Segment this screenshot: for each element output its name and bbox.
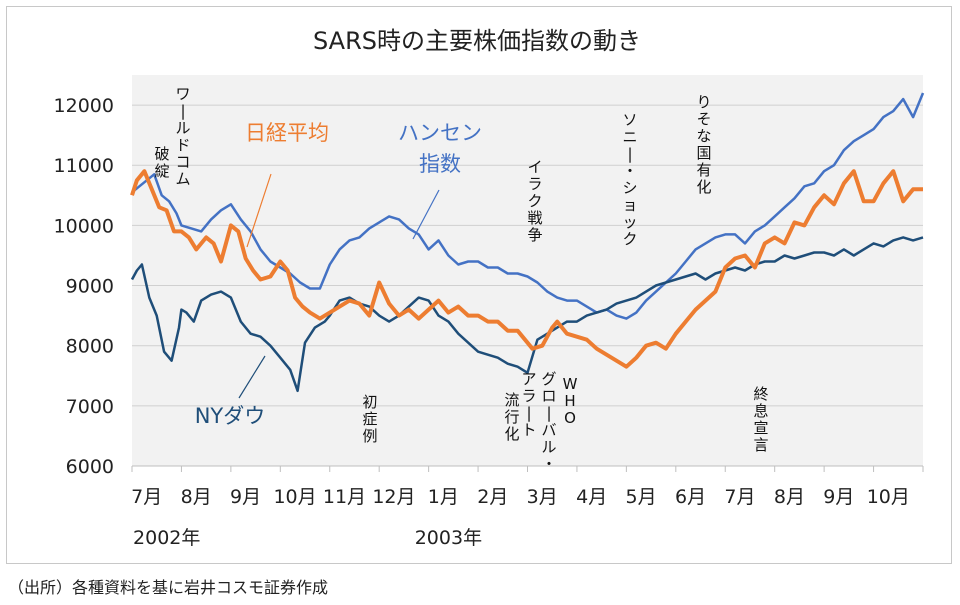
x-tick-label: 8月: [181, 486, 212, 508]
svg-text:りそな国有化: りそな国有化: [696, 93, 711, 196]
y-tick-label: 10000: [54, 215, 114, 237]
svg-text:流行化: 流行化: [504, 391, 519, 443]
x-tick-label: 9月: [823, 486, 854, 508]
plot-area: [132, 75, 923, 466]
series-line-nikkei: [130, 169, 923, 369]
svg-text:アラ|ト: アラ|ト: [521, 370, 536, 439]
y-tick-label: 7000: [66, 396, 114, 418]
annotation-end-declaration: 終息宣言: [753, 385, 768, 454]
nikkei-leader-line: [246, 173, 272, 248]
series-line-hangseng: [131, 92, 925, 320]
annotation-sony-shock: ソニ|・ショック: [622, 111, 637, 248]
hangseng-leader-line: [412, 189, 440, 240]
annotation-worldcom-2: 破綻: [154, 145, 169, 180]
y-tick-label: 8000: [66, 336, 114, 358]
annotation-iraq-war: イラク戦争: [527, 158, 542, 244]
year-label-2002: 2002年: [133, 527, 200, 549]
x-tick-label: 4月: [576, 486, 607, 508]
nydow-leader-line: [238, 355, 266, 399]
x-tick-label: 9月: [230, 486, 261, 508]
x-tick-label: 10月: [867, 486, 910, 508]
leader-lines: [238, 173, 440, 399]
y-tick-label: 6000: [66, 456, 114, 478]
annotation-alert: アラ|ト: [521, 370, 536, 439]
series-line-nydow: [130, 236, 924, 393]
chart-frame: 6000 7000 8000 9000 10000 11000 12000 7月 8月 9月 10…: [6, 6, 952, 564]
x-tick-label: 1月: [428, 486, 459, 508]
year-label-2003: 2003年: [415, 527, 482, 549]
svg-text:イラク戦争: イラク戦争: [527, 158, 542, 244]
x-tick-label: 5月: [626, 486, 657, 508]
y-tick-label: 12000: [54, 95, 114, 117]
x-tick-label: 2月: [477, 486, 508, 508]
svg-text:終息宣言: 終息宣言: [753, 385, 768, 454]
x-tick-label: 8月: [774, 486, 805, 508]
x-axis-ticks: 7月 8月 9月 10月 11月 12月 1月 2月 3月 4月 5月 6月 7月 8月 9月 10月 2002…: [131, 466, 924, 549]
svg-text:グロ|バル・: グロ|バル・: [541, 370, 556, 473]
annotation-first-case: 初症例: [362, 393, 377, 445]
svg-text:ワ|ルドコム: ワ|ルドコム: [175, 85, 190, 188]
x-tick-label: 11月: [323, 486, 366, 508]
annotation-resona: りそな国有化: [696, 93, 711, 196]
nikkei-label: 日経平均: [245, 121, 329, 145]
x-tick-label: 3月: [527, 486, 558, 508]
y-tick-label: 9000: [66, 276, 114, 298]
chart-svg: 6000 7000 8000 9000 10000 11000 12000 7月 8月 9月 10…: [54, 27, 925, 549]
annotation-epidemic: 流行化: [504, 391, 519, 443]
annotation-global: グロ|バル・: [541, 370, 556, 473]
series-lines: [130, 92, 925, 393]
x-tick-label: 6月: [675, 486, 706, 508]
y-tick-label: 11000: [54, 155, 114, 177]
svg-text:ソニ|・ショック: ソニ|・ショック: [622, 111, 637, 248]
svg-text:WHO: WHO: [563, 375, 578, 427]
x-tick-label: 10月: [273, 486, 316, 508]
svg-text:破綻: 破綻: [154, 145, 169, 180]
y-axis-ticks: 6000 7000 8000 9000 10000 11000 12000: [54, 95, 114, 478]
x-tick-label: 7月: [724, 486, 755, 508]
nydow-label: NYダウ: [195, 404, 266, 428]
svg-text:初症例: 初症例: [362, 393, 377, 445]
source-note: （出所）各種資料を基に岩井コスモ証券作成: [8, 578, 329, 597]
hangseng-label: ハンセン指数: [398, 121, 482, 176]
annotation-worldcom: ワ|ルドコム: [175, 85, 190, 188]
x-tick-label: 7月: [131, 486, 162, 508]
x-tick-label: 12月: [372, 486, 415, 508]
chart-title: SARS時の主要株価指数の動き: [313, 27, 641, 55]
